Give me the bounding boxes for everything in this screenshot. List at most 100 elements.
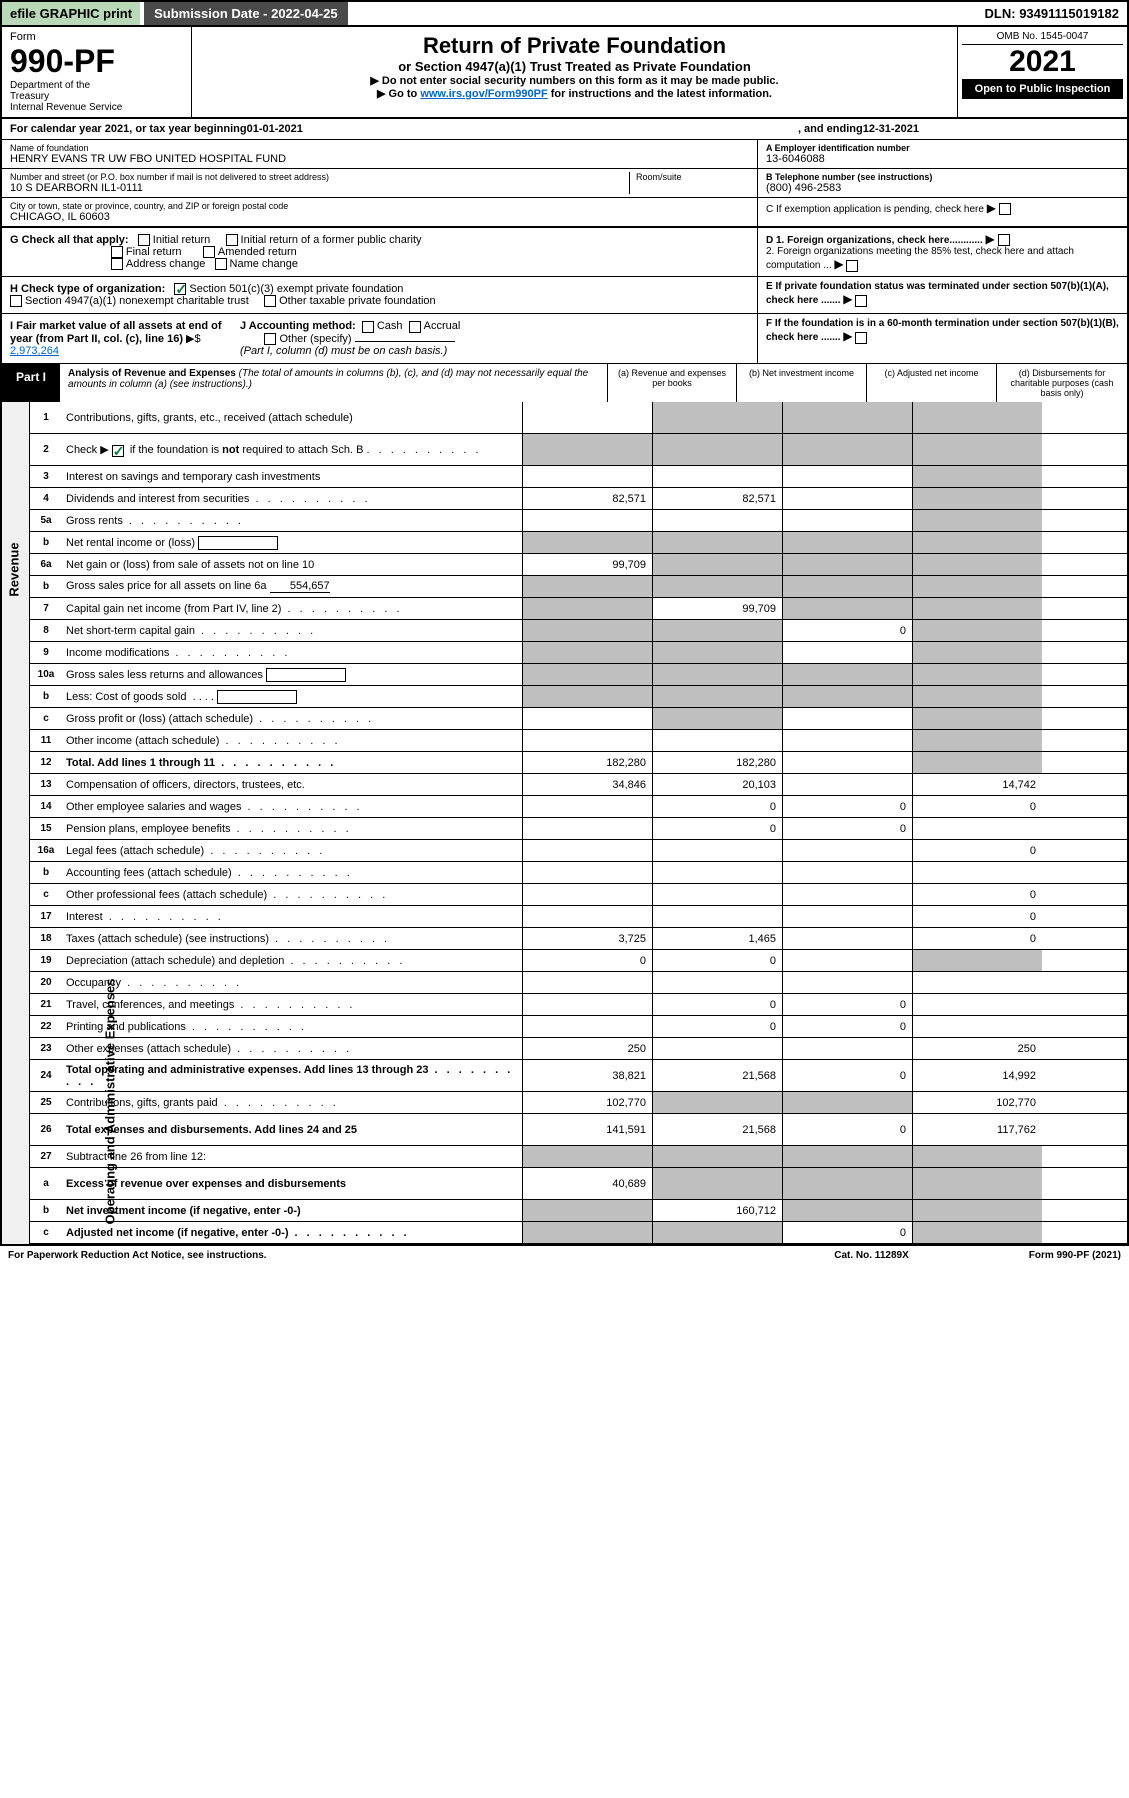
- g-initial-former-chk[interactable]: [226, 234, 238, 246]
- part1-tab: Part I: [2, 364, 60, 402]
- line10c: Gross profit or (loss) (attach schedule): [62, 711, 522, 727]
- line7: Capital gain net income (from Part IV, l…: [62, 601, 522, 617]
- h-501c3-chk[interactable]: [174, 283, 186, 295]
- j-other-chk[interactable]: [264, 333, 276, 345]
- line25: Contributions, gifts, grants paid: [62, 1095, 522, 1111]
- tax-year-begin: 01-01-2021: [247, 123, 303, 135]
- room-label: Room/suite: [636, 172, 749, 182]
- line26: Total expenses and disbursements. Add li…: [62, 1122, 522, 1138]
- col-c-hdr: (c) Adjusted net income: [867, 364, 997, 402]
- d1-checkbox[interactable]: [998, 234, 1010, 246]
- line1: Contributions, gifts, grants, etc., rece…: [62, 410, 522, 426]
- line2: Check ▶ if the foundation is not require…: [62, 441, 522, 458]
- r18-d: 0: [912, 928, 1042, 949]
- r17-d: 0: [912, 906, 1042, 927]
- form-number: 990-PF: [10, 43, 183, 80]
- r26-d: 117,762: [912, 1114, 1042, 1145]
- city-label: City or town, state or province, country…: [10, 201, 749, 211]
- line27b: Net investment income (if negative, ente…: [62, 1203, 522, 1219]
- g-amended-chk[interactable]: [203, 246, 215, 258]
- r23-d: 250: [912, 1038, 1042, 1059]
- topbar: efile GRAPHIC print Submission Date - 20…: [2, 2, 1127, 27]
- r6a-a: 99,709: [522, 554, 652, 575]
- h-other-chk[interactable]: [264, 295, 276, 307]
- r24-b: 21,568: [652, 1060, 782, 1091]
- r27a-a: 40,689: [522, 1168, 652, 1199]
- r13-d: 14,742: [912, 774, 1042, 795]
- ein-value: 13-6046088: [766, 153, 1119, 165]
- e-checkbox[interactable]: [855, 295, 867, 307]
- r18-a: 3,725: [522, 928, 652, 949]
- efile-badge[interactable]: efile GRAPHIC print: [2, 2, 140, 25]
- line27a: Excess of revenue over expenses and disb…: [62, 1176, 522, 1192]
- i-label: I Fair market value of all assets at end…: [10, 320, 222, 345]
- r15-b: 0: [652, 818, 782, 839]
- j-label: J Accounting method:: [240, 320, 356, 332]
- i-value[interactable]: 2,973,264: [10, 345, 59, 357]
- r27c-c: 0: [782, 1222, 912, 1243]
- e-label: E If private foundation status was termi…: [766, 281, 1109, 306]
- d1-label: D 1. Foreign organizations, check here..…: [766, 235, 983, 246]
- j-accrual-chk[interactable]: [409, 321, 421, 333]
- f-checkbox[interactable]: [855, 332, 867, 344]
- revenue-table: Revenue 1Contributions, gifts, grants, e…: [2, 402, 1127, 774]
- r7-b: 99,709: [652, 598, 782, 619]
- col-b-hdr: (b) Net investment income: [737, 364, 867, 402]
- telephone: (800) 496-2583: [766, 182, 1119, 194]
- r26-c: 0: [782, 1114, 912, 1145]
- r24-a: 38,821: [522, 1060, 652, 1091]
- ein-label: A Employer identification number: [766, 143, 1119, 153]
- r14-b: 0: [652, 796, 782, 817]
- line10a: Gross sales less returns and allowances: [62, 666, 522, 684]
- line23: Other expenses (attach schedule): [62, 1041, 522, 1057]
- c-checkbox[interactable]: [999, 203, 1011, 215]
- tax-year: 2021: [962, 45, 1123, 79]
- g-initial-chk[interactable]: [138, 234, 150, 246]
- street-address: 10 S DEARBORN IL1-0111: [10, 182, 629, 194]
- r12-b: 182,280: [652, 752, 782, 773]
- r4-b: 82,571: [652, 488, 782, 509]
- r8-c: 0: [782, 620, 912, 641]
- h-4947-chk[interactable]: [10, 295, 22, 307]
- form-subtitle: or Section 4947(a)(1) Trust Treated as P…: [198, 59, 951, 74]
- line11: Other income (attach schedule): [62, 733, 522, 749]
- name-label: Name of foundation: [10, 143, 749, 153]
- g-address-chk[interactable]: [111, 258, 123, 270]
- addr-label: Number and street (or P.O. box number if…: [10, 172, 629, 182]
- cat-no: Cat. No. 11289X: [834, 1250, 908, 1261]
- part1-header: Part I Analysis of Revenue and Expenses …: [2, 364, 1127, 402]
- schb-chk[interactable]: [112, 445, 124, 457]
- line3: Interest on savings and temporary cash i…: [62, 469, 522, 485]
- col-d-hdr: (d) Disbursements for charitable purpose…: [997, 364, 1127, 402]
- d2-label: 2. Foreign organizations meeting the 85%…: [766, 246, 1074, 271]
- section-g-row: G Check all that apply: Initial return I…: [2, 228, 1127, 277]
- r22-c: 0: [782, 1016, 912, 1037]
- r22-b: 0: [652, 1016, 782, 1037]
- omb-number: OMB No. 1545-0047: [962, 31, 1123, 45]
- line9: Income modifications: [62, 645, 522, 661]
- line13: Compensation of officers, directors, tru…: [62, 777, 522, 793]
- r26-a: 141,591: [522, 1114, 652, 1145]
- page-footer: For Paperwork Reduction Act Notice, see …: [0, 1246, 1129, 1265]
- line21: Travel, conferences, and meetings: [62, 997, 522, 1013]
- j-cash-chk[interactable]: [362, 321, 374, 333]
- line4: Dividends and interest from securities: [62, 491, 522, 507]
- j-note: (Part I, column (d) must be on cash basi…: [240, 345, 447, 357]
- g-name-chk[interactable]: [215, 258, 227, 270]
- line5b: Net rental income or (loss): [62, 534, 522, 552]
- tax-year-end: 12-31-2021: [863, 123, 919, 135]
- d2-checkbox[interactable]: [846, 260, 858, 272]
- r13-a: 34,846: [522, 774, 652, 795]
- col-a-hdr: (a) Revenue and expenses per books: [607, 364, 737, 402]
- dln-number: DLN: 93491115019182: [977, 2, 1127, 25]
- h-label: H Check type of organization:: [10, 283, 165, 295]
- submission-date: Submission Date - 2022-04-25: [144, 2, 348, 25]
- dept-text: Department of theTreasuryInternal Revenu…: [10, 80, 183, 113]
- r4-a: 82,571: [522, 488, 652, 509]
- g-final-chk[interactable]: [111, 246, 123, 258]
- irs-link[interactable]: www.irs.gov/Form990PF: [420, 88, 547, 100]
- r18-b: 1,465: [652, 928, 782, 949]
- form-title: Return of Private Foundation: [198, 33, 951, 59]
- revenue-side: Revenue: [2, 402, 30, 774]
- r19-b: 0: [652, 950, 782, 971]
